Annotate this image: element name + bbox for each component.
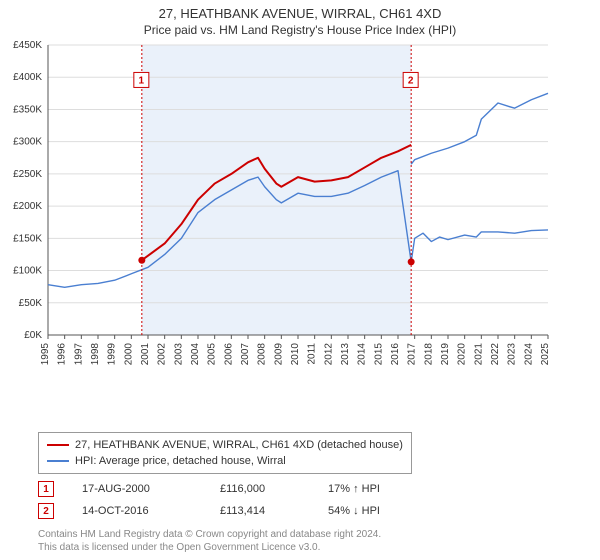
- sale-price: £116,000: [220, 483, 300, 495]
- svg-text:2023: 2023: [507, 343, 518, 366]
- svg-text:£250K: £250K: [13, 169, 42, 180]
- page-subtitle: Price paid vs. HM Land Registry's House …: [0, 23, 600, 37]
- svg-text:2014: 2014: [357, 343, 368, 366]
- sale-row: 1 17-AUG-2000 £116,000 17% ↑ HPI: [38, 478, 380, 500]
- legend: 27, HEATHBANK AVENUE, WIRRAL, CH61 4XD (…: [38, 432, 412, 474]
- svg-text:2015: 2015: [373, 343, 384, 366]
- sale-marker: 1: [38, 481, 54, 497]
- svg-text:2010: 2010: [290, 343, 301, 366]
- svg-text:2011: 2011: [307, 343, 318, 365]
- footnote-line2: This data is licensed under the Open Gov…: [38, 541, 381, 554]
- svg-text:2021: 2021: [473, 343, 484, 366]
- svg-text:£400K: £400K: [13, 72, 42, 83]
- price-chart: £0K £50K £100K £150K £200K £250K £300K £350K £40…: [0, 37, 560, 377]
- sale-delta: 17% ↑ HPI: [328, 483, 380, 495]
- svg-text:£0K: £0K: [24, 330, 42, 341]
- svg-text:£350K: £350K: [13, 104, 42, 115]
- svg-text:2002: 2002: [157, 343, 168, 366]
- svg-text:2004: 2004: [190, 343, 201, 366]
- footnote: Contains HM Land Registry data © Crown c…: [38, 528, 381, 554]
- svg-text:2024: 2024: [523, 343, 534, 366]
- svg-text:£100K: £100K: [13, 266, 42, 277]
- legend-swatch: [47, 460, 69, 462]
- sale-date: 14-OCT-2016: [82, 505, 192, 517]
- svg-text:2005: 2005: [207, 343, 218, 366]
- svg-text:2022: 2022: [490, 343, 501, 366]
- svg-text:£300K: £300K: [13, 137, 42, 148]
- legend-label: HPI: Average price, detached house, Wirr…: [75, 453, 286, 469]
- svg-text:£50K: £50K: [19, 298, 43, 309]
- svg-text:1996: 1996: [57, 343, 68, 366]
- svg-text:2020: 2020: [457, 343, 468, 366]
- svg-text:2017: 2017: [407, 343, 418, 366]
- svg-text:2012: 2012: [323, 343, 334, 366]
- svg-text:1995: 1995: [40, 343, 51, 366]
- svg-text:2008: 2008: [257, 343, 268, 366]
- sale-row: 2 14-OCT-2016 £113,414 54% ↓ HPI: [38, 500, 380, 522]
- legend-swatch: [47, 444, 69, 446]
- svg-text:2001: 2001: [140, 343, 151, 366]
- svg-text:2009: 2009: [273, 343, 284, 366]
- svg-text:1: 1: [139, 75, 145, 86]
- svg-text:2007: 2007: [240, 343, 251, 366]
- sale-date: 17-AUG-2000: [82, 483, 192, 495]
- svg-text:1999: 1999: [107, 343, 118, 366]
- svg-text:2019: 2019: [440, 343, 451, 366]
- svg-text:2025: 2025: [540, 343, 551, 366]
- page-title: 27, HEATHBANK AVENUE, WIRRAL, CH61 4XD: [0, 6, 600, 21]
- sale-delta: 54% ↓ HPI: [328, 505, 380, 517]
- legend-item: HPI: Average price, detached house, Wirr…: [47, 453, 403, 469]
- svg-text:1998: 1998: [90, 343, 101, 366]
- svg-text:2018: 2018: [423, 343, 434, 366]
- sale-price: £113,414: [220, 505, 300, 517]
- svg-text:2000: 2000: [123, 343, 134, 366]
- footnote-line1: Contains HM Land Registry data © Crown c…: [38, 528, 381, 541]
- svg-text:2003: 2003: [173, 343, 184, 366]
- svg-text:2013: 2013: [340, 343, 351, 366]
- svg-text:1997: 1997: [73, 343, 84, 366]
- legend-item: 27, HEATHBANK AVENUE, WIRRAL, CH61 4XD (…: [47, 437, 403, 453]
- sale-marker: 2: [38, 503, 54, 519]
- svg-text:£200K: £200K: [13, 201, 42, 212]
- sales-table: 1 17-AUG-2000 £116,000 17% ↑ HPI 2 14-OCT-201…: [38, 478, 380, 522]
- svg-text:£150K: £150K: [13, 233, 42, 244]
- svg-text:2006: 2006: [223, 343, 234, 366]
- svg-text:2: 2: [408, 75, 414, 86]
- svg-text:£450K: £450K: [13, 40, 42, 51]
- legend-label: 27, HEATHBANK AVENUE, WIRRAL, CH61 4XD (…: [75, 437, 403, 453]
- svg-text:2016: 2016: [390, 343, 401, 366]
